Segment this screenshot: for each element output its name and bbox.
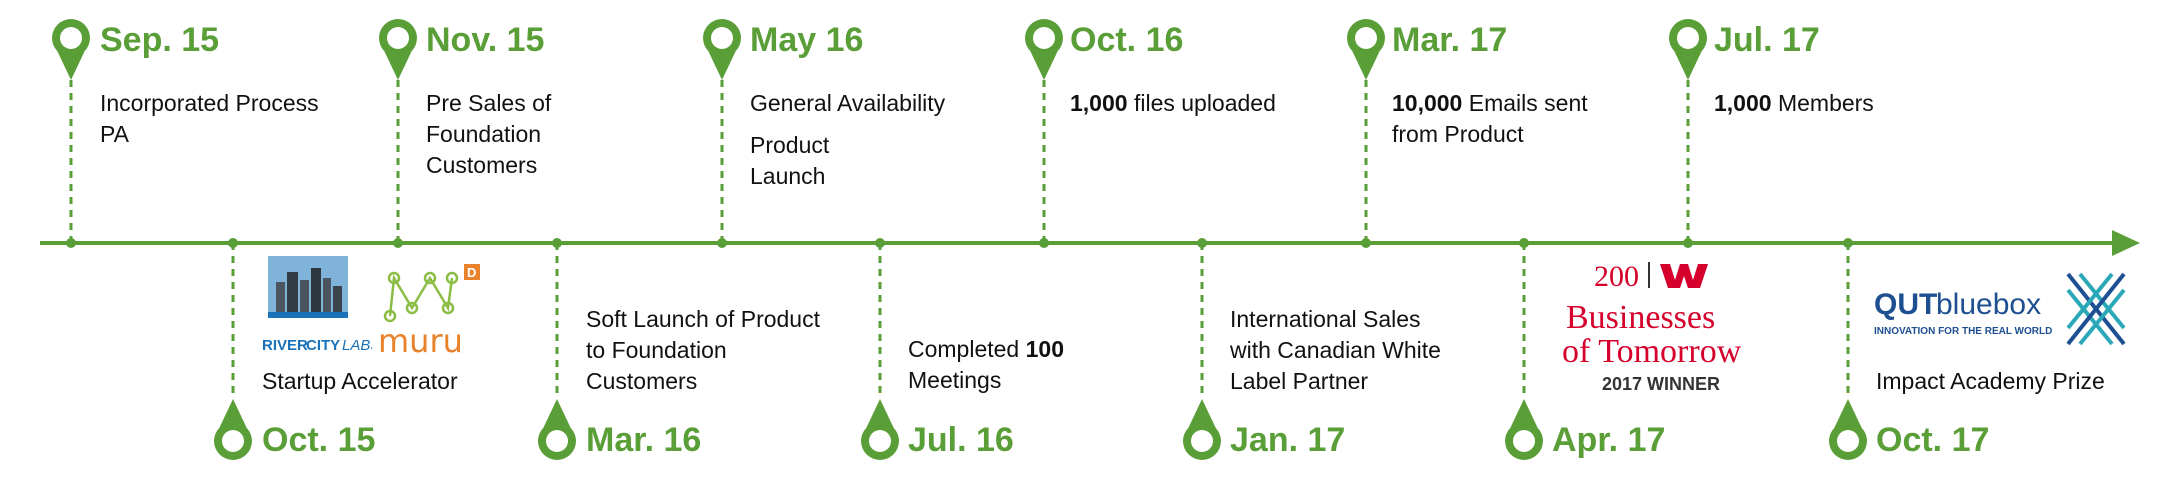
milestone-date-may-16: May 16 (750, 21, 864, 59)
desc-line: International Sales (1230, 306, 1421, 332)
axis-dot-nov-15 (393, 238, 403, 248)
qut-bluebox-logo: QUT bluebox INNOVATION FOR THE REAL WORL… (1874, 272, 2126, 346)
bot-logo-line2: of Tomorrow (1562, 333, 1742, 370)
axis-dot-jan-17 (1197, 238, 1207, 248)
desc-line: General Availability (750, 90, 946, 116)
milestone-date-oct-17: Oct. 17 (1876, 421, 1990, 459)
muru-logo-text: muru (378, 322, 463, 358)
desc-text: Emails sent (1462, 90, 1588, 116)
desc-line: Label Partner (1230, 368, 1369, 394)
muru-logo: D muru (378, 264, 480, 358)
pin-marker-jul-17 (1669, 19, 1707, 80)
pin-marker-jan-17 (1183, 399, 1221, 460)
desc-line: Soft Launch of Product (586, 306, 820, 332)
milestone-date-oct-16: Oct. 16 (1070, 21, 1184, 59)
milestone-date-oct-15: Oct. 15 (262, 421, 376, 459)
pin-marker-mar-17 (1347, 19, 1385, 80)
milestone-date-jan-17: Jan. 17 (1230, 421, 1346, 459)
pin-marker-apr-17 (1505, 399, 1543, 460)
bot-logo-number: 200 (1594, 260, 1639, 293)
axis-dot-may-16 (717, 238, 727, 248)
desc-line: Product (750, 132, 830, 158)
qut-logo-tagline: INNOVATION FOR THE REAL WORLD (1874, 326, 2052, 337)
axis-dot-sep-15 (66, 238, 76, 248)
axis-dot-oct-16 (1039, 238, 1049, 248)
timeline-arrowhead (2112, 230, 2140, 256)
milestone-date-jul-17: Jul. 17 (1714, 21, 1820, 59)
desc-line: to Foundation (586, 337, 727, 363)
axis-dot-oct-15 (228, 238, 238, 248)
milestone-date-apr-17: Apr. 17 (1552, 421, 1666, 459)
bot-logo-line1: Businesses (1566, 299, 1715, 336)
pin-marker-mar-16 (538, 399, 576, 460)
desc-line: from Product (1392, 121, 1524, 147)
milestone-desc-sep-15: Incorporated Process PA (100, 88, 319, 150)
desc-line: Completed 100 (908, 334, 1064, 365)
axis-dot-mar-16 (552, 238, 562, 248)
milestone-desc-jul-17: 1,000 Members (1714, 88, 1874, 119)
rivercity-logo-word-labs: LABS (342, 337, 372, 354)
milestone-desc-oct-17: Impact Academy Prize (1876, 366, 2105, 397)
milestone-date-sep-15: Sep. 15 (100, 21, 220, 59)
pin-marker-oct-16 (1025, 19, 1063, 80)
desc-text: Members (1771, 90, 1874, 116)
desc-line: Foundation (426, 121, 542, 147)
desc-bold: 100 (1025, 336, 1064, 362)
axis-dot-mar-17 (1361, 238, 1371, 248)
pin-marker-oct-17 (1829, 399, 1867, 460)
milestone-desc-oct-15: Startup Accelerator (262, 366, 458, 397)
qut-x-icon (2066, 272, 2126, 346)
milestone-date-jul-16: Jul. 16 (908, 421, 1014, 459)
desc-line: Meetings (908, 367, 1002, 393)
rivercity-logo-word-river: RIVER (262, 337, 308, 354)
desc-line: Startup Accelerator (262, 368, 458, 394)
desc-line: 1,000 files uploaded (1070, 88, 1276, 119)
axis-dot-jul-17 (1683, 238, 1693, 248)
pin-marker-oct-15 (214, 399, 252, 460)
milestone-desc-oct-16: 1,000 files uploaded (1070, 88, 1276, 119)
desc-line: with Canadian White (1230, 337, 1441, 363)
desc-line: 10,000 Emails sent (1392, 88, 1588, 119)
desc-bold: 10,000 (1392, 90, 1463, 116)
milestone-desc-may-16: General Availability Product Launch (750, 88, 945, 192)
desc-line: Incorporated Process (100, 90, 319, 116)
desc-line: Impact Academy Prize (1876, 368, 2105, 394)
bot-logo-winner: 2017 WINNER (1602, 374, 1720, 394)
desc-line: Customers (586, 368, 698, 394)
axis-dot-oct-17 (1843, 238, 1853, 248)
desc-line: Launch (750, 163, 826, 189)
pin-marker-sep-15 (52, 19, 90, 80)
rivercity-labs-logo: RIVER CITY LABS (262, 256, 372, 354)
milestone-date-mar-17: Mar. 17 (1392, 21, 1508, 59)
qut-logo-word-bluebox: bluebox (1936, 288, 2041, 321)
muru-badge-letter: D (467, 265, 476, 280)
pin-marker-jul-16 (861, 399, 899, 460)
milestone-desc-mar-17: 10,000 Emails sent from Product (1392, 88, 1588, 150)
businesses-of-tomorrow-logo: 200 Businesses of Tomorrow 2017 WINNER (1562, 260, 1742, 394)
desc-bold: 1,000 (1714, 90, 1772, 116)
qut-logo-word-qut: QUT (1874, 288, 1937, 321)
rivercity-logo-word-city: CITY (306, 337, 340, 354)
milestone-desc-mar-16: Soft Launch of Product to Foundation Cus… (586, 304, 820, 397)
desc-line: Customers (426, 152, 538, 178)
pin-marker-may-16 (703, 19, 741, 80)
milestone-desc-jan-17: International Sales with Canadian White … (1230, 304, 1441, 397)
desc-text: Completed (908, 336, 1026, 362)
desc-line: PA (100, 121, 129, 147)
pin-marker-nov-15 (379, 19, 417, 80)
milestone-date-mar-16: Mar. 16 (586, 421, 702, 459)
desc-text: files uploaded (1127, 90, 1276, 116)
desc-line: 1,000 Members (1714, 88, 1874, 119)
desc-line: Pre Sales of (426, 90, 552, 116)
desc-bold: 1,000 (1070, 90, 1128, 116)
axis-dot-jul-16 (875, 238, 885, 248)
axis-dot-apr-17 (1519, 238, 1529, 248)
milestone-date-nov-15: Nov. 15 (426, 21, 545, 59)
milestone-desc-nov-15: Pre Sales of Foundation Customers (426, 88, 551, 181)
westpac-w-icon (1660, 264, 1708, 288)
milestone-desc-jul-16: Completed 100 Meetings (908, 334, 1064, 396)
